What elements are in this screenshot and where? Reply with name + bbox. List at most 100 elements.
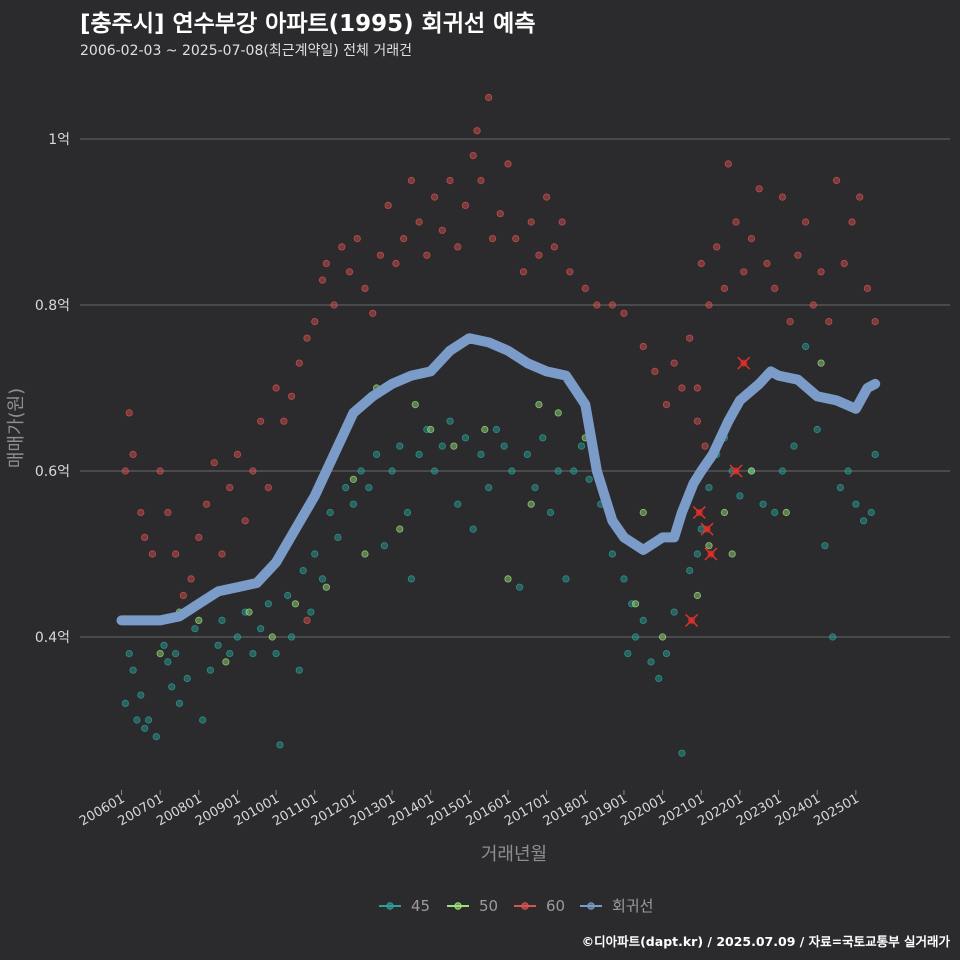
data-point: [276, 741, 284, 749]
data-point: [802, 342, 810, 351]
data-point: [172, 649, 180, 658]
data-point: [535, 400, 543, 409]
data-point: [152, 732, 160, 741]
data-point: [295, 666, 303, 674]
data-point: [206, 666, 214, 674]
data-point: [322, 259, 330, 268]
data-point: [693, 550, 701, 558]
data-point: [697, 525, 705, 533]
data-point: [318, 276, 327, 284]
data-point: [535, 251, 543, 259]
data-point: [512, 235, 520, 243]
data-point: [156, 467, 164, 475]
data-point: [461, 201, 470, 209]
data-point: [620, 309, 628, 317]
data-point: [384, 201, 392, 209]
data-point: [133, 716, 141, 724]
data-point: [492, 425, 501, 434]
data-point: [396, 442, 404, 450]
series-60-points: [121, 93, 879, 625]
data-point: [508, 467, 516, 475]
data-point: [759, 500, 767, 508]
data-point: [144, 716, 153, 724]
legend-label: 50: [479, 897, 498, 915]
recent-marker-stroke: [692, 505, 706, 520]
data-point: [836, 483, 844, 492]
data-point: [500, 442, 508, 450]
data-point: [318, 575, 327, 583]
data-point: [724, 160, 732, 168]
data-point: [639, 616, 647, 625]
data-point: [755, 185, 763, 193]
data-point: [747, 467, 756, 475]
recent-marker-stroke: [700, 522, 714, 536]
data-point: [129, 450, 137, 458]
data-point: [438, 226, 446, 234]
data-point: [168, 683, 176, 691]
data-point: [577, 442, 586, 450]
data-point: [686, 566, 694, 575]
data-point: [469, 152, 477, 160]
legend: 45 50 60 회귀선: [379, 897, 653, 915]
data-point: [794, 251, 802, 259]
recent-marker-stroke: [704, 547, 718, 561]
data-point: [817, 268, 825, 276]
data-point: [264, 600, 272, 608]
data-point: [415, 450, 423, 458]
data-point: [172, 550, 180, 558]
data-point: [222, 658, 230, 666]
data-point: [423, 251, 431, 259]
legend-item: 50: [447, 897, 498, 915]
legend-item: 45: [379, 897, 430, 915]
data-point: [686, 334, 694, 342]
data-point: [701, 442, 709, 450]
data-point: [334, 533, 342, 542]
data-point: [852, 500, 860, 508]
data-point: [670, 608, 678, 616]
data-point: [697, 259, 705, 268]
data-point: [608, 550, 616, 558]
data-point: [272, 384, 280, 392]
gridlines: [80, 138, 950, 638]
data-point: [326, 508, 334, 517]
data-point: [121, 467, 129, 475]
recent-trade-markers: [685, 356, 751, 627]
data-point: [782, 508, 790, 517]
data-point: [527, 218, 535, 226]
data-point: [863, 284, 872, 292]
data-point: [380, 542, 388, 550]
legend-item: 회귀선: [580, 897, 653, 915]
data-point: [624, 649, 632, 658]
data-point: [257, 625, 265, 633]
data-point: [523, 450, 531, 458]
data-point: [662, 649, 671, 658]
data-point: [670, 359, 678, 367]
data-point: [423, 425, 431, 434]
data-point: [450, 442, 458, 450]
data-point: [778, 193, 787, 201]
data-point: [817, 359, 825, 367]
data-point: [832, 176, 841, 185]
legend-key-dot: [587, 902, 595, 910]
data-point: [763, 259, 771, 268]
data-point: [554, 467, 562, 475]
regression-path: [116, 333, 881, 626]
data-point: [647, 658, 655, 666]
series-45-points: [121, 342, 879, 757]
data-point: [871, 450, 879, 458]
data-point: [137, 508, 145, 517]
data-point: [303, 616, 311, 625]
data-point: [662, 400, 671, 409]
data-point: [581, 284, 589, 292]
data-point: [430, 193, 439, 201]
data-point: [349, 500, 357, 508]
data-point: [125, 649, 133, 658]
data-point: [844, 467, 852, 475]
data-point: [361, 550, 369, 558]
data-point: [469, 525, 477, 533]
data-point: [160, 641, 168, 649]
data-point: [322, 583, 330, 591]
data-point: [566, 268, 574, 276]
data-point: [705, 301, 713, 309]
chart-title: [충주시] 연수부강 아파트(1995) 회귀선 예측: [80, 11, 536, 37]
